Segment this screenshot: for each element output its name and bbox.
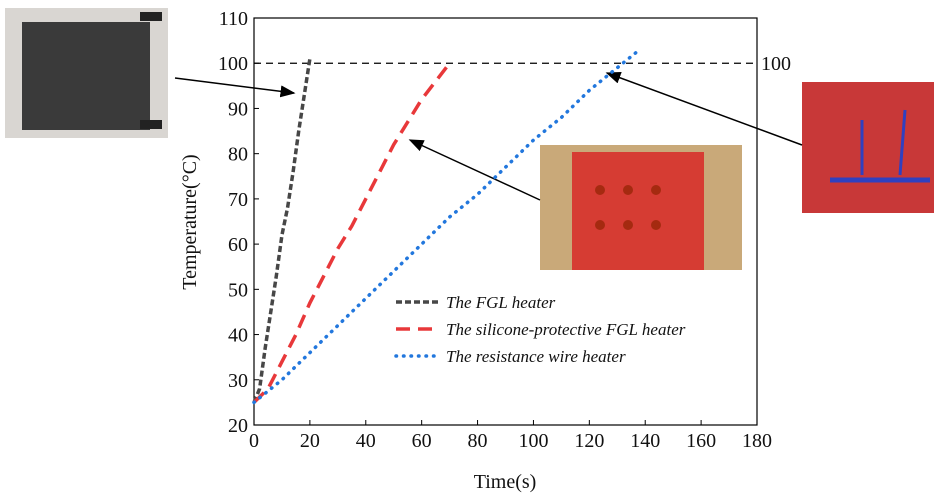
x-tick-label: 140 bbox=[630, 430, 660, 452]
x-tick-label: 100 bbox=[518, 430, 548, 452]
x-tick-label: 120 bbox=[574, 430, 604, 452]
photo-fgl bbox=[5, 8, 168, 138]
y-tick-label: 70 bbox=[228, 189, 248, 211]
x-tick-label: 60 bbox=[412, 430, 432, 452]
series-line bbox=[254, 59, 310, 403]
legend-label: The resistance wire heater bbox=[446, 347, 626, 366]
y-tick-label: 100 bbox=[218, 53, 248, 75]
y-axis-label: Temperature(°C) bbox=[179, 154, 201, 289]
y-tick-label: 60 bbox=[228, 234, 248, 256]
y-tick-label: 20 bbox=[228, 415, 248, 437]
y-tick-label: 40 bbox=[228, 325, 248, 347]
x-tick-label: 20 bbox=[300, 430, 320, 452]
x-tick-label: 160 bbox=[686, 430, 716, 452]
y-tick-label: 80 bbox=[228, 144, 248, 166]
y-tick-label: 50 bbox=[228, 279, 248, 301]
y-tick-label: 30 bbox=[228, 370, 248, 392]
y-tick-label: 90 bbox=[228, 98, 248, 120]
x-axis-label: Time(s) bbox=[474, 471, 537, 493]
x-tick-label: 80 bbox=[468, 430, 488, 452]
x-tick-label: 40 bbox=[356, 430, 376, 452]
y-tick-label: 110 bbox=[219, 8, 248, 30]
legend-label: The FGL heater bbox=[446, 293, 556, 312]
legend-label: The silicone-protective FGL heater bbox=[446, 320, 686, 339]
reference-label: 100 bbox=[761, 53, 791, 75]
photo-resistance bbox=[802, 82, 934, 213]
photo-silicone bbox=[540, 145, 742, 270]
x-tick-label: 0 bbox=[249, 430, 259, 452]
x-tick-label: 180 bbox=[742, 430, 772, 452]
chart: Time(s) Temperature(°C) 0204060801001201… bbox=[0, 0, 934, 499]
